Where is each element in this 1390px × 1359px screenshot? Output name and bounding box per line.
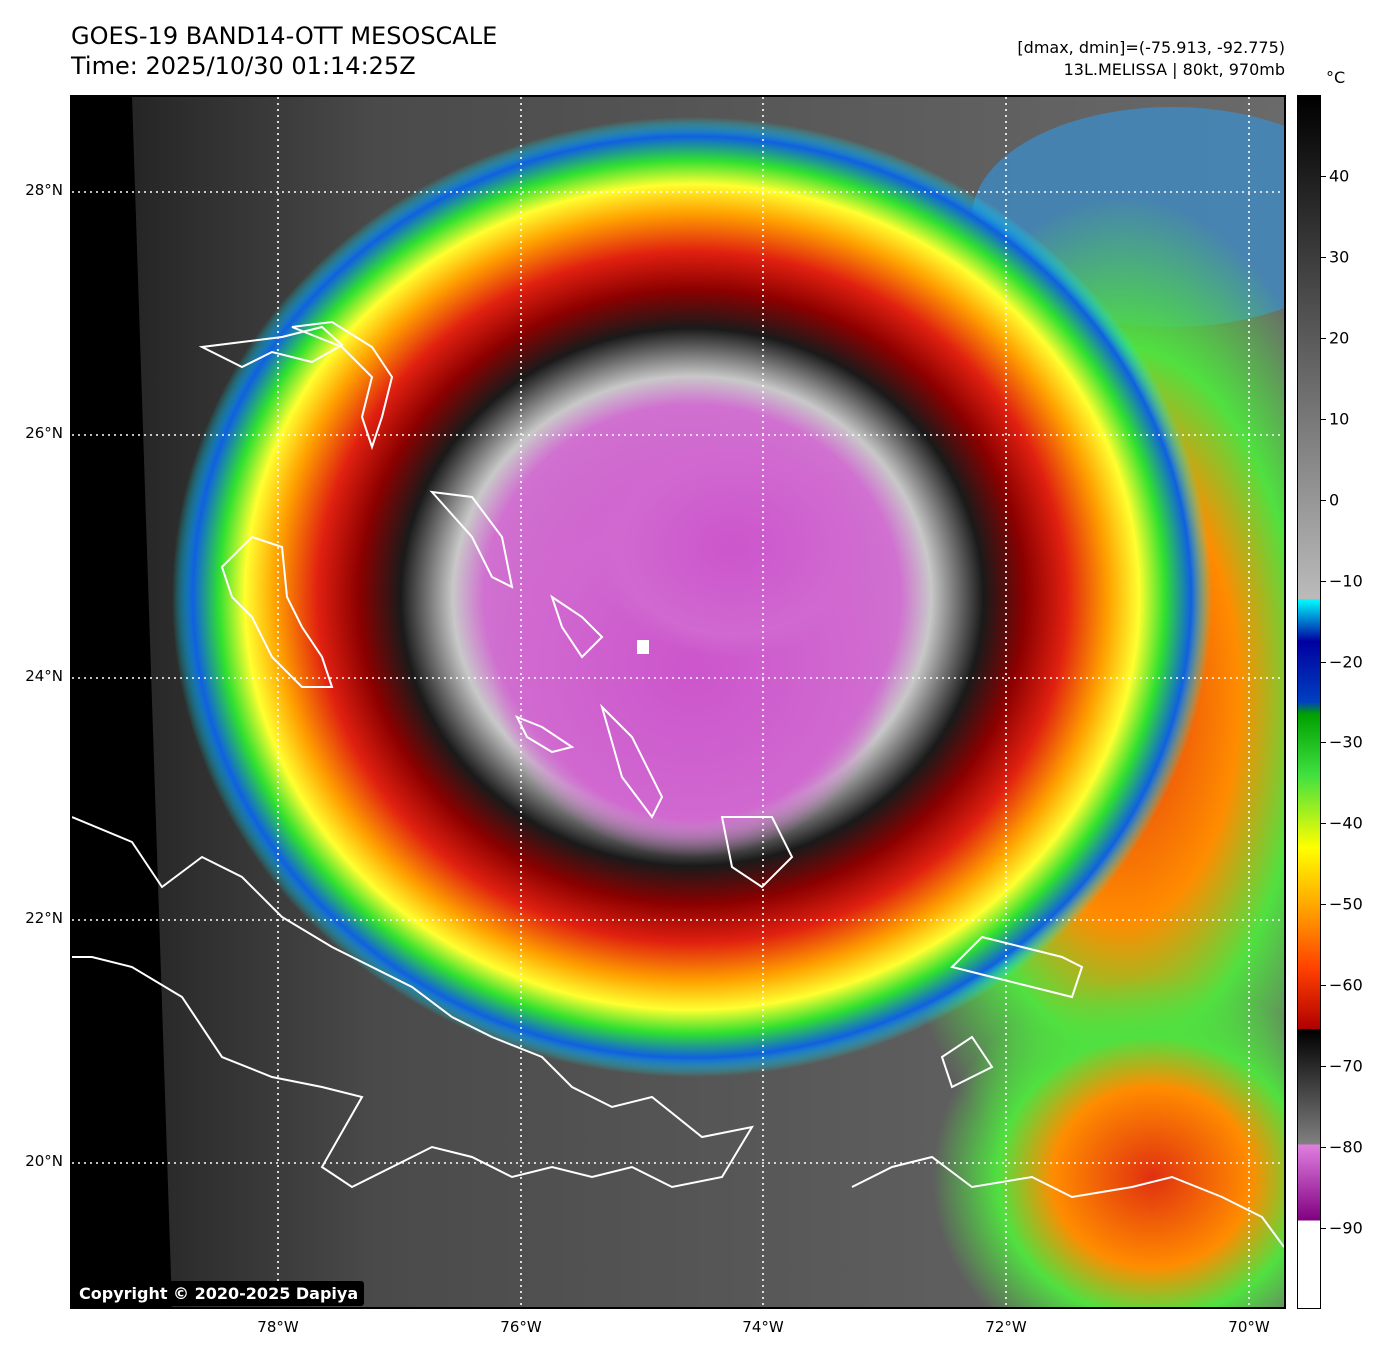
colorbar-tick-label: −30 [1329, 732, 1363, 752]
lon-label: 78°W [257, 1318, 299, 1336]
storm-center-marker [637, 640, 649, 654]
lat-label: 20°N [25, 1152, 63, 1170]
colorbar-tick-label: 30 [1329, 247, 1350, 267]
colorbar-tick-label: 10 [1329, 409, 1350, 429]
colorbar-tick-mark [1321, 337, 1326, 339]
map-time: Time: 2025/10/30 01:14:25Z [71, 52, 416, 80]
colorbar-tick-mark [1321, 742, 1326, 744]
colorbar-tick-mark [1321, 661, 1326, 663]
graticule [72, 97, 1284, 1307]
colorbar-tick-mark [1321, 823, 1326, 825]
colorbar-unit: °C [1326, 68, 1346, 87]
colorbar-tick-mark [1321, 1228, 1326, 1230]
colorbar-tick-label: −60 [1329, 975, 1363, 995]
colorbar-tick-mark [1321, 418, 1326, 420]
colorbar-tick-mark [1321, 1147, 1326, 1149]
colorbar-tick-mark [1321, 499, 1326, 501]
satellite-map [70, 95, 1286, 1309]
lon-label: 72°W [985, 1318, 1027, 1336]
colorbar-tick-label: 0 [1329, 490, 1340, 510]
storm-info: 13L.MELISSA | 80kt, 970mb [1063, 60, 1285, 79]
colorbar-tick-mark [1321, 175, 1326, 177]
colorbar-tick-label: −90 [1329, 1218, 1363, 1238]
colorbar-tick-mark [1321, 904, 1326, 906]
dmax-dmin-readout: [dmax, dmin]=(-75.913, -92.775) [1017, 38, 1285, 57]
colorbar-tick-label: 20 [1329, 328, 1350, 348]
lat-label: 28°N [25, 181, 63, 199]
colorbar-tick-label: −70 [1329, 1056, 1363, 1076]
colorbar [1297, 95, 1321, 1309]
colorbar-tick-label: −50 [1329, 894, 1363, 914]
colorbar-tick-mark [1321, 580, 1326, 582]
lon-label: 70°W [1228, 1318, 1270, 1336]
lon-label: 74°W [742, 1318, 784, 1336]
colorbar-tick-label: −40 [1329, 813, 1363, 833]
colorbar-tick-mark [1321, 985, 1326, 987]
map-title: GOES-19 BAND14-OTT MESOSCALE [71, 22, 498, 50]
lon-label: 76°W [500, 1318, 542, 1336]
colorbar-tick-label: −20 [1329, 652, 1363, 672]
satellite-image [72, 97, 1284, 1307]
copyright-label: Copyright © 2020-2025 Dapiya [73, 1281, 365, 1306]
lat-label: 26°N [25, 424, 63, 442]
lat-label: 24°N [25, 667, 63, 685]
colorbar-tick-label: −80 [1329, 1137, 1363, 1157]
lat-label: 22°N [25, 909, 63, 927]
colorbar-tick-mark [1321, 1066, 1326, 1068]
colorbar-tick-mark [1321, 256, 1326, 258]
colorbar-tick-label: 40 [1329, 166, 1350, 186]
colorbar-tick-label: −10 [1329, 571, 1363, 591]
